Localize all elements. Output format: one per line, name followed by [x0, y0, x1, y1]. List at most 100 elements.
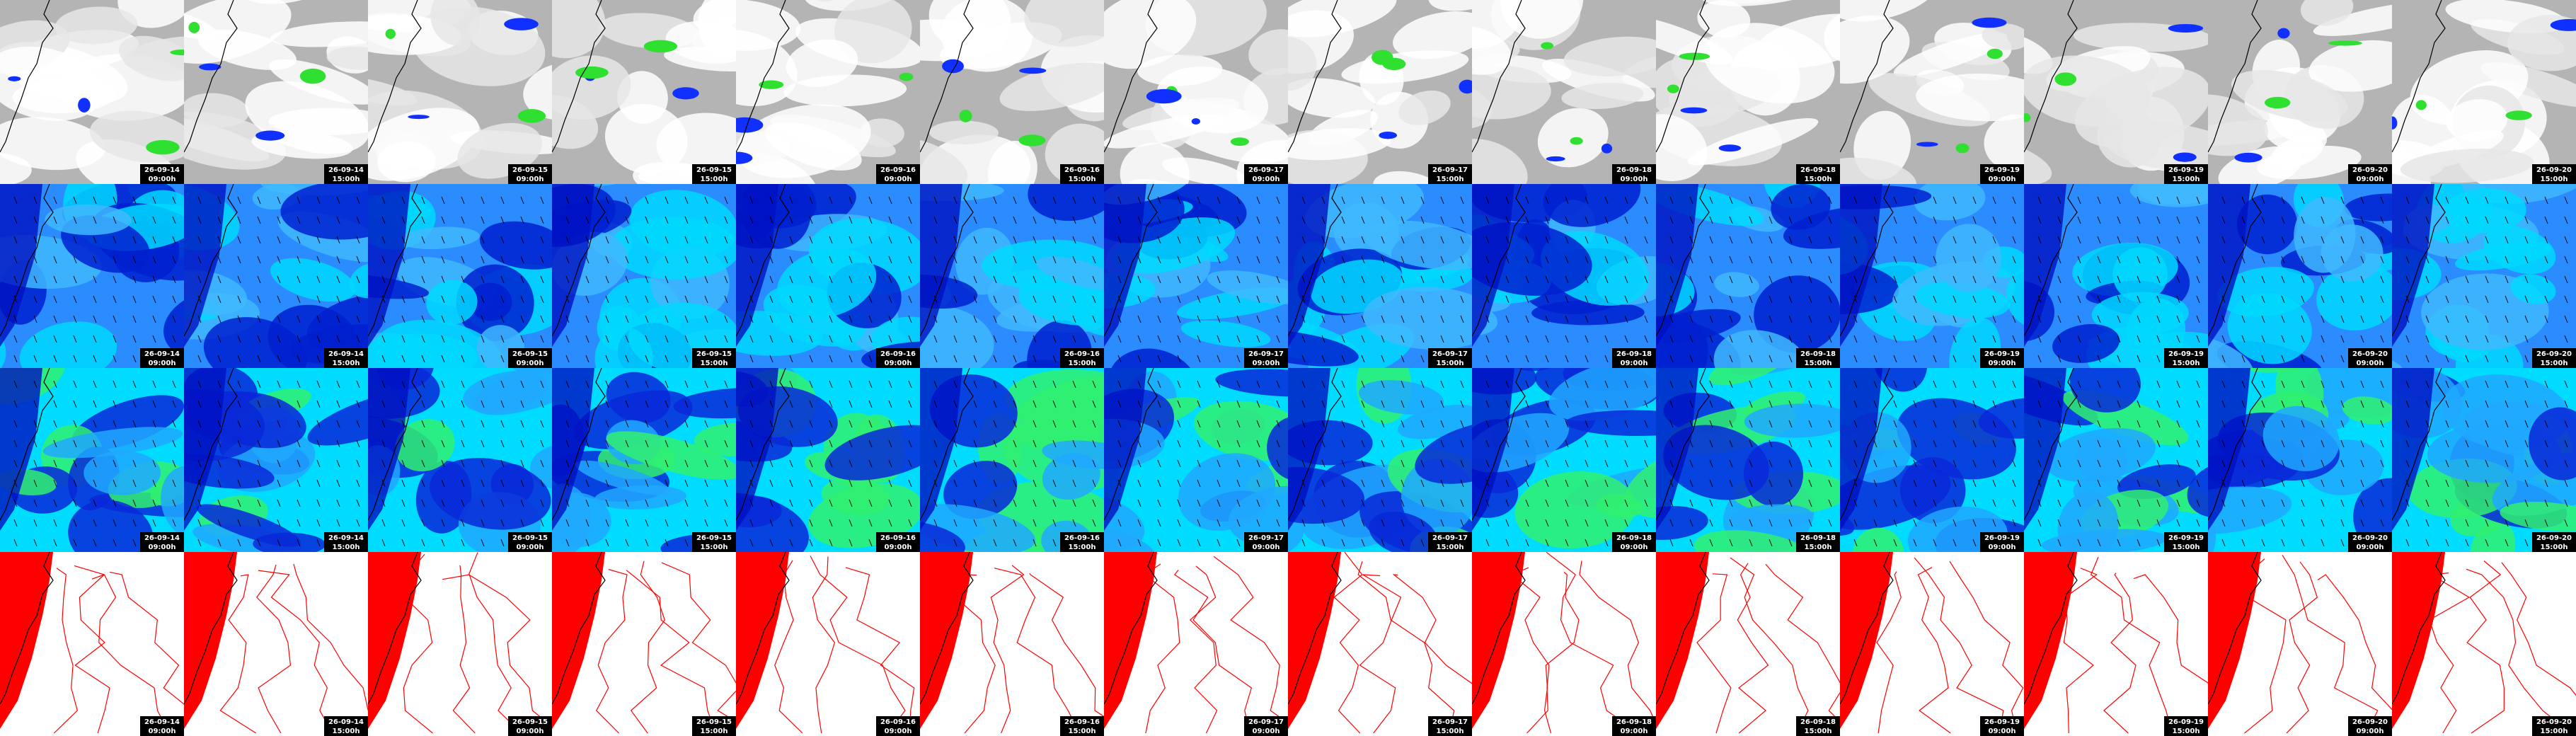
weather-patch	[2129, 184, 2208, 207]
weather-patch	[941, 0, 1033, 72]
weather-patch	[368, 333, 478, 368]
wind-barb	[1992, 315, 1996, 323]
wind-barb	[1236, 315, 1241, 323]
wind-barb	[1913, 539, 1917, 547]
weather-patch	[2313, 1, 2392, 36]
wind-barb	[381, 420, 386, 428]
wind-barb	[1401, 255, 1405, 264]
wind-barb	[53, 236, 57, 244]
wind-barb	[868, 539, 873, 547]
isobar	[1359, 574, 1402, 734]
wind-barb	[605, 216, 609, 224]
rain-patch	[1718, 144, 1742, 152]
time-label-box	[1428, 716, 1472, 736]
wind-barb	[1460, 519, 1464, 527]
wind-barb	[316, 539, 321, 547]
time-label: 15:00h	[701, 544, 728, 551]
wind-barb	[1873, 459, 1878, 468]
coastline	[0, 552, 54, 705]
wind-barb	[2425, 255, 2430, 264]
wind-barb	[1505, 196, 1510, 205]
wind-barb	[520, 255, 524, 264]
wind-barb	[2340, 275, 2345, 284]
wind-barb	[1092, 519, 1096, 527]
wind-barb	[1460, 255, 1464, 264]
coastline	[1104, 368, 1158, 521]
wind-barb	[93, 335, 97, 343]
isobar	[2090, 556, 2173, 734]
wind-barb	[953, 459, 958, 468]
wind-barb	[1420, 459, 1425, 468]
weather-patch	[2342, 396, 2392, 425]
weather-patch	[473, 368, 552, 415]
wind-barb	[1381, 295, 1385, 304]
time-label: 15:00h	[1069, 176, 1096, 183]
wind-barb	[888, 519, 892, 527]
wind-barb	[1525, 380, 1529, 389]
wind-barb	[2261, 439, 2265, 448]
wind-barb	[113, 275, 117, 284]
wind-barb	[973, 236, 977, 244]
wind-barb	[1853, 315, 1858, 323]
wind-barb	[933, 479, 938, 488]
isobar	[1917, 567, 1951, 734]
time-label: 09:00h	[885, 728, 912, 735]
wind-barb	[1992, 420, 1996, 428]
wind-barb	[1301, 315, 1306, 323]
wind-barb	[1276, 459, 1280, 468]
date-label: 26-09-18	[1616, 718, 1652, 726]
weather-patch	[1500, 0, 1584, 39]
wind-barb	[297, 255, 301, 264]
date-label: 26-09-16	[1064, 166, 1100, 174]
wind-barb	[2156, 519, 2161, 527]
wind-barb	[1853, 439, 1858, 448]
weather-patch	[1288, 127, 1391, 161]
weather-patch	[2316, 263, 2392, 330]
rain-patch	[1379, 131, 1398, 139]
wind-barb	[257, 315, 261, 323]
wind-barb	[132, 355, 137, 363]
wind-barb	[2321, 380, 2325, 389]
wind-barb	[2117, 196, 2121, 205]
wind-barb	[2340, 335, 2345, 343]
weather-patch	[161, 466, 184, 539]
wind-barb	[1505, 295, 1510, 304]
wind-barb	[1873, 355, 1878, 363]
wind-barb	[2012, 400, 2016, 408]
isobar	[774, 560, 803, 734]
isobar	[994, 568, 1080, 734]
wind-barb	[973, 400, 977, 408]
wind-barb	[625, 420, 629, 428]
wind-barb	[993, 295, 997, 304]
wind-barb	[1669, 335, 1674, 343]
coastline	[2392, 0, 2446, 153]
wind-barb	[461, 539, 465, 547]
wind-barb	[2405, 295, 2410, 304]
wind-barb	[1709, 196, 1713, 205]
weather-patch	[2045, 427, 2156, 483]
wind-barb	[605, 479, 609, 488]
wind-barb	[1565, 216, 1569, 224]
wind-barb	[132, 459, 137, 468]
wind-barb	[953, 355, 958, 363]
wind-barb	[1709, 499, 1713, 507]
wind-barb	[1361, 335, 1365, 343]
wind-barb	[2037, 196, 2042, 205]
date-label: 26-09-17	[1248, 718, 1284, 726]
wind-barb	[908, 315, 912, 323]
wind-barb	[1893, 295, 1897, 304]
coastline	[2024, 0, 2078, 153]
wind-barb	[1913, 459, 1917, 468]
wind-barb	[1545, 499, 1549, 507]
wind-barb	[257, 196, 261, 205]
wind-barb	[585, 196, 590, 205]
wind-barb	[1361, 196, 1365, 205]
